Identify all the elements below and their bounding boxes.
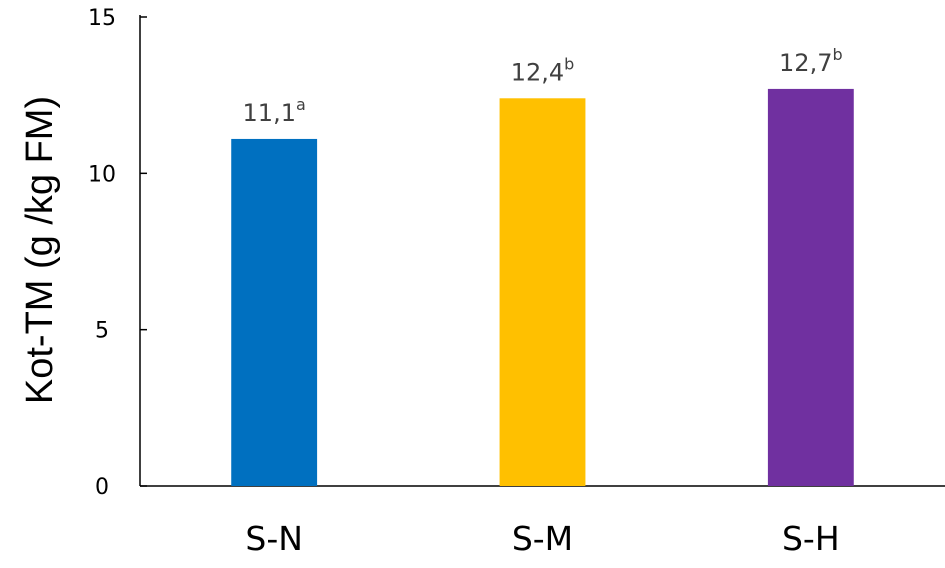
bar [767, 88, 854, 486]
bar [499, 98, 586, 486]
data-label: 12,4b [511, 54, 575, 86]
data-label-superscript: b [564, 54, 574, 73]
data-label-superscript: b [832, 45, 842, 64]
y-tick-label: 0 [95, 475, 109, 500]
category-label: S-M [512, 519, 573, 558]
data-label: 12,7b [779, 45, 843, 77]
category-label: S-H [782, 519, 840, 558]
y-ticks: 0 5 10 15 [88, 6, 147, 500]
y-tick-label: 5 [95, 319, 109, 344]
bars [231, 88, 854, 486]
y-axis-label: Kot-TM (g /kg FM) [19, 96, 61, 404]
data-label-superscript: a [296, 95, 306, 114]
category-labels: S-N S-M S-H [245, 519, 839, 558]
bar [231, 138, 318, 486]
category-label: S-N [245, 519, 303, 558]
data-label: 11,1a [243, 95, 306, 127]
y-tick-label: 15 [88, 6, 116, 31]
data-label-value: 12,4 [511, 58, 564, 86]
data-label-value: 12,7 [779, 49, 832, 77]
data-label-value: 11,1 [243, 99, 296, 127]
y-tick-label: 10 [88, 162, 116, 187]
